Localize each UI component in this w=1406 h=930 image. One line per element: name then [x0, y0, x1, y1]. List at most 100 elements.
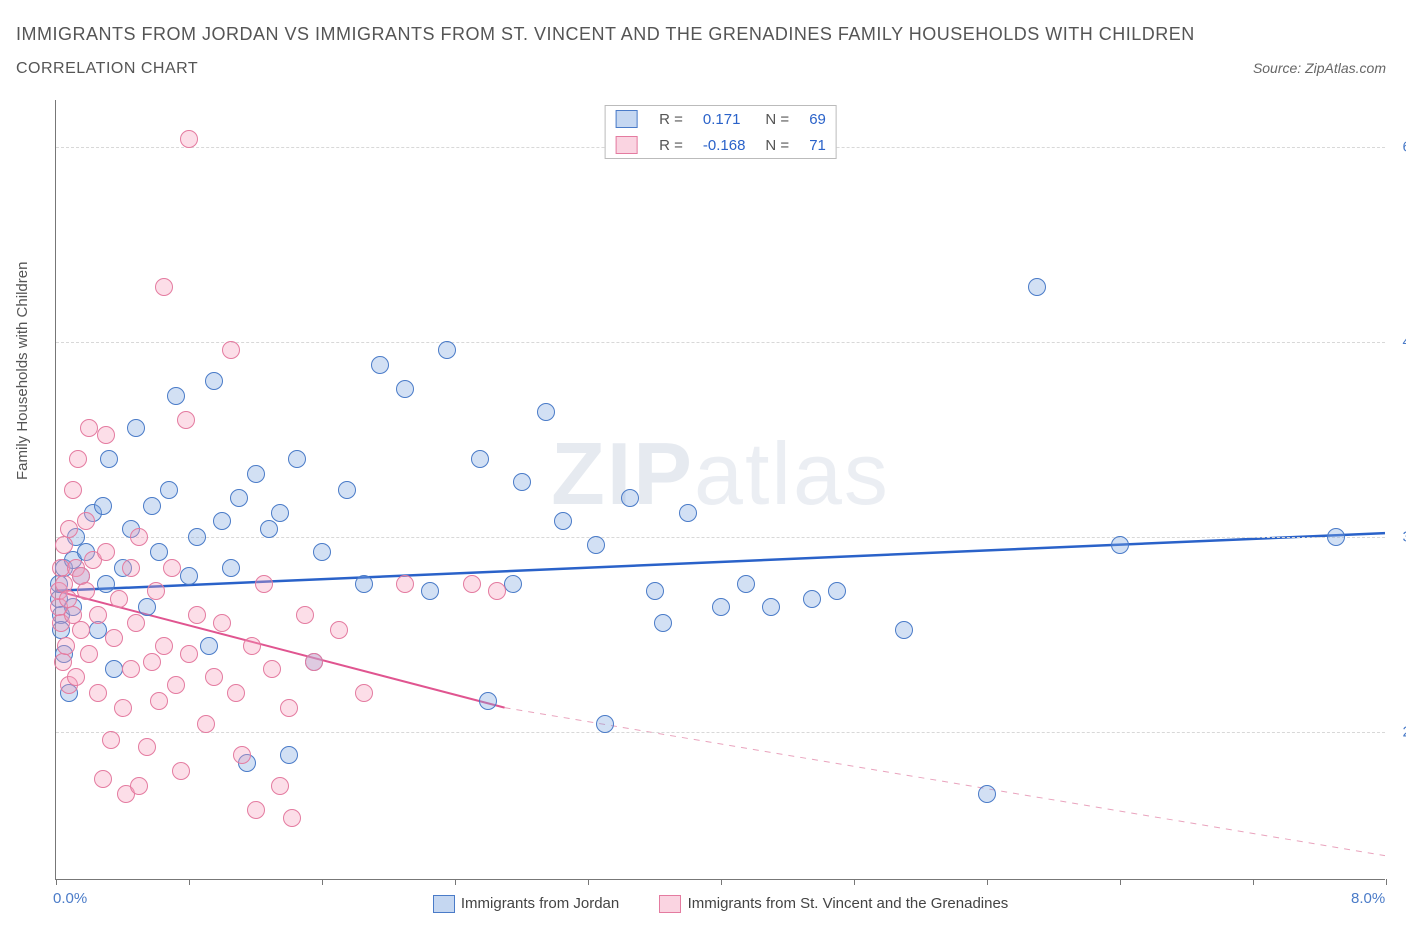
data-point-svg_nation [271, 777, 289, 795]
y-tick-label: 22.5% [1390, 723, 1406, 740]
data-point-svg_nation [77, 582, 95, 600]
legend-item-svg: Immigrants from St. Vincent and the Gren… [659, 895, 1008, 913]
data-point-svg_nation [80, 645, 98, 663]
data-point-jordan [803, 590, 821, 608]
data-point-svg_nation [396, 575, 414, 593]
data-point-jordan [180, 567, 198, 585]
r-label: R = [649, 132, 693, 158]
data-point-svg_nation [72, 621, 90, 639]
data-point-svg_nation [97, 543, 115, 561]
data-point-svg_nation [122, 559, 140, 577]
r-value-svg: -0.168 [693, 132, 756, 158]
data-point-jordan [828, 582, 846, 600]
gridline [56, 732, 1385, 733]
data-point-jordan [89, 621, 107, 639]
data-point-svg_nation [60, 520, 78, 538]
data-point-svg_nation [255, 575, 273, 593]
swatch-jordan [433, 895, 455, 913]
y-tick-label: 60.0% [1390, 138, 1406, 155]
chart-container: IMMIGRANTS FROM JORDAN VS IMMIGRANTS FRO… [0, 0, 1406, 930]
n-label: N = [755, 132, 799, 158]
data-point-jordan [205, 372, 223, 390]
stats-legend: R = 0.171 N = 69 R = -0.168 N = 71 [604, 105, 837, 159]
data-point-jordan [188, 528, 206, 546]
legend-row-svg: R = -0.168 N = 71 [605, 132, 836, 158]
data-point-jordan [504, 575, 522, 593]
data-point-svg_nation [283, 809, 301, 827]
data-point-jordan [127, 419, 145, 437]
data-point-svg_nation [355, 684, 373, 702]
data-point-jordan [105, 660, 123, 678]
x-axis-max-label: 8.0% [1351, 890, 1385, 907]
data-point-svg_nation [167, 676, 185, 694]
data-point-svg_nation [227, 684, 245, 702]
n-label: N = [755, 106, 799, 132]
data-point-jordan [200, 637, 218, 655]
data-point-svg_nation [89, 606, 107, 624]
plot-area: ZIPatlas R = 0.171 N = 69 R = -0.168 N =… [55, 100, 1385, 880]
watermark-atlas: atlas [694, 424, 890, 523]
data-point-jordan [167, 387, 185, 405]
x-tick [455, 879, 456, 885]
data-point-jordan [554, 512, 572, 530]
legend-label-svg: Immigrants from St. Vincent and the Gren… [688, 895, 1009, 912]
data-point-svg_nation [77, 512, 95, 530]
x-tick [1120, 879, 1121, 885]
data-point-svg_nation [102, 731, 120, 749]
data-point-jordan [712, 598, 730, 616]
legend-label-jordan: Immigrants from Jordan [461, 895, 619, 912]
data-point-svg_nation [55, 536, 73, 554]
data-point-svg_nation [67, 668, 85, 686]
data-point-svg_nation [138, 738, 156, 756]
data-point-jordan [150, 543, 168, 561]
x-tick [322, 879, 323, 885]
data-point-svg_nation [69, 450, 87, 468]
data-point-svg_nation [488, 582, 506, 600]
watermark-zip: ZIP [551, 424, 694, 523]
data-point-jordan [471, 450, 489, 468]
data-point-svg_nation [114, 699, 132, 717]
data-point-svg_nation [233, 746, 251, 764]
trend-line [505, 708, 1385, 856]
data-point-jordan [421, 582, 439, 600]
gridline [56, 342, 1385, 343]
data-point-jordan [762, 598, 780, 616]
x-tick [1253, 879, 1254, 885]
x-tick [1386, 879, 1387, 885]
data-point-svg_nation [143, 653, 161, 671]
data-point-svg_nation [147, 582, 165, 600]
data-point-jordan [978, 785, 996, 803]
data-point-svg_nation [280, 699, 298, 717]
n-value-svg: 71 [799, 132, 836, 158]
y-axis-label: Family Households with Children [14, 262, 31, 480]
data-point-svg_nation [243, 637, 261, 655]
data-point-svg_nation [180, 645, 198, 663]
data-point-svg_nation [247, 801, 265, 819]
x-tick [854, 879, 855, 885]
data-point-jordan [438, 341, 456, 359]
x-tick [721, 879, 722, 885]
x-axis-min-label: 0.0% [53, 890, 87, 907]
data-point-svg_nation [130, 777, 148, 795]
data-point-svg_nation [177, 411, 195, 429]
data-point-jordan [260, 520, 278, 538]
data-point-jordan [679, 504, 697, 522]
chart-subtitle: CORRELATION CHART [16, 60, 198, 78]
data-point-jordan [94, 497, 112, 515]
data-point-jordan [280, 746, 298, 764]
swatch-svg [615, 136, 637, 154]
data-point-svg_nation [80, 419, 98, 437]
data-point-jordan [1028, 278, 1046, 296]
data-point-svg_nation [197, 715, 215, 733]
r-label: R = [649, 106, 693, 132]
data-point-svg_nation [330, 621, 348, 639]
data-point-svg_nation [127, 614, 145, 632]
data-point-jordan [355, 575, 373, 593]
data-point-jordan [737, 575, 755, 593]
data-point-svg_nation [205, 668, 223, 686]
data-point-svg_nation [213, 614, 231, 632]
data-point-svg_nation [97, 426, 115, 444]
r-value-jordan: 0.171 [693, 106, 756, 132]
data-point-svg_nation [155, 278, 173, 296]
data-point-jordan [271, 504, 289, 522]
